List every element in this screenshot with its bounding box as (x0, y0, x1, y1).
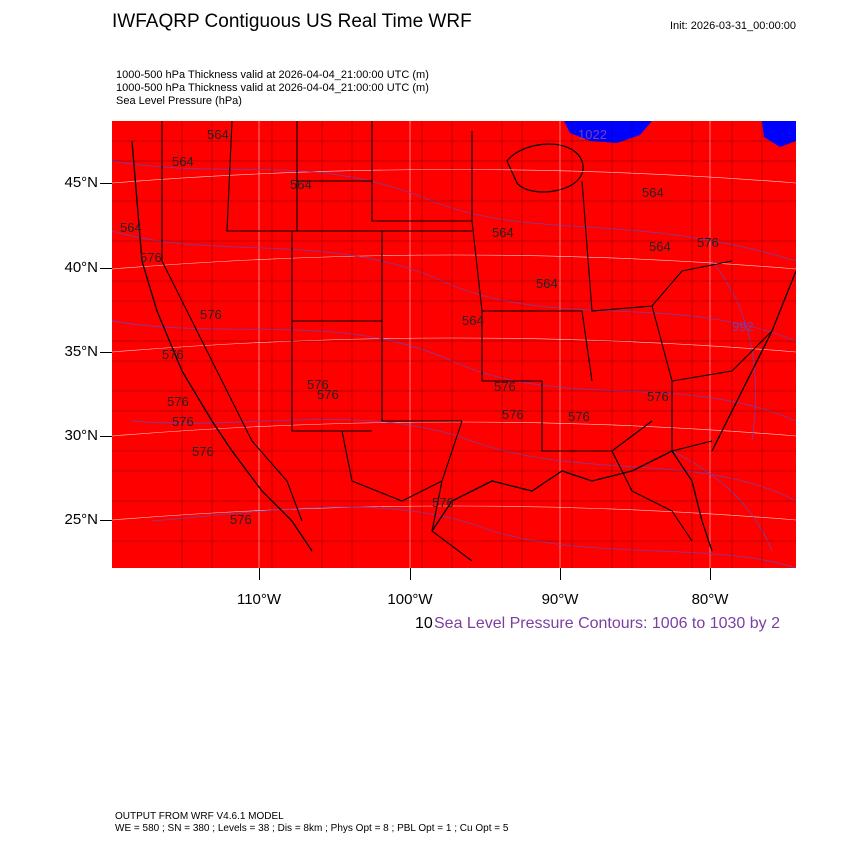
pressure-label: 992 (732, 319, 754, 334)
lat-label-40n: 40°N (64, 259, 98, 276)
thickness-label: 576 (307, 377, 329, 392)
lon-label-110w: 110°W (236, 591, 282, 608)
footer-config: WE = 580 ; SN = 380 ; Levels = 38 ; Dis … (115, 823, 509, 834)
lat-label-45n: 45°N (64, 174, 98, 191)
thickness-label: 564 (172, 154, 194, 169)
header-thickness-2: 1000-500 hPa Thickness valid at 2026-04-… (116, 82, 429, 94)
lat-tick (100, 436, 112, 437)
map-canvas: 564 564 564 564 564 564 564 564 564 576 … (112, 121, 796, 568)
lat-tick (100, 352, 112, 353)
map-panel: 564 564 564 564 564 564 564 564 564 576 … (112, 121, 796, 568)
coastline (131, 140, 796, 552)
header-thickness-1: 1000-500 hPa Thickness valid at 2026-04-… (116, 69, 429, 81)
lat-tick (100, 183, 112, 184)
thickness-label: 576 (317, 387, 339, 402)
init-time: Init: 2026-03-31_00:00:00 (670, 20, 796, 32)
header-slp: Sea Level Pressure (hPa) (116, 95, 242, 107)
lon-tick (259, 568, 260, 580)
thickness-label: 576 (494, 379, 516, 394)
slp-contour-caption: Sea Level Pressure Contours: 1006 to 103… (434, 615, 780, 632)
map-title: IWFAQRP Contiguous US Real Time WRF (112, 11, 472, 32)
thickness-label: 576 (162, 347, 184, 362)
lat-tick (100, 520, 112, 521)
county-boundaries (112, 121, 796, 568)
lake-outline (506, 143, 584, 193)
thickness-label: 576 (432, 495, 454, 510)
thickness-label: 576 (192, 444, 214, 459)
thickness-label: 576 (502, 407, 524, 422)
lon-tick (560, 568, 561, 580)
slp-contours (112, 160, 796, 568)
thickness-label: 576 (647, 389, 669, 404)
thickness-label: 576 (568, 409, 590, 424)
lat-label-25n: 25°N (64, 511, 98, 528)
thickness-label: 576 (172, 414, 194, 429)
thickness-label: 564 (492, 225, 514, 240)
thickness-label: 564 (462, 313, 484, 328)
lake-superior (564, 121, 652, 143)
thickness-label: 564 (207, 127, 229, 142)
lat-tick (100, 268, 112, 269)
lon-label-90w: 90°W (541, 591, 579, 608)
lon-label-80w: 80°W (691, 591, 729, 608)
thickness-label: 564 (120, 220, 142, 235)
lat-label-35n: 35°N (64, 343, 98, 360)
thickness-label: 576 (167, 394, 189, 409)
thickness-label: 564 (649, 239, 671, 254)
graticule (112, 121, 796, 568)
thickness-label: 564 (642, 185, 664, 200)
thickness-label: 576 (230, 512, 252, 527)
pressure-label: 1022 (578, 127, 607, 142)
atlantic-water (762, 121, 796, 147)
slp-number: 10 (415, 615, 433, 632)
footer-model: OUTPUT FROM WRF V4.6.1 MODEL (115, 811, 284, 822)
lon-tick (410, 568, 411, 580)
thickness-label: 576 (697, 235, 719, 250)
lat-label-30n: 30°N (64, 427, 98, 444)
lon-label-100w: 100°W (387, 591, 433, 608)
thickness-label: 564 (290, 177, 312, 192)
thickness-label: 576 (140, 250, 162, 265)
thickness-label: 576 (200, 307, 222, 322)
lon-tick (710, 568, 711, 580)
thickness-label: 564 (536, 276, 558, 291)
